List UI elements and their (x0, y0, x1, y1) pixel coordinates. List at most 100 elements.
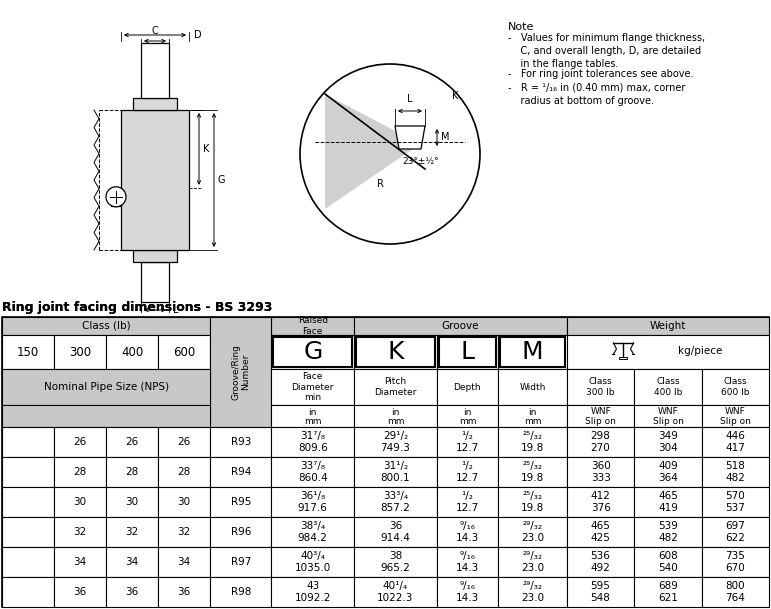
Text: 30: 30 (177, 497, 190, 507)
Text: 412
376: 412 376 (591, 491, 611, 513)
Text: 36: 36 (73, 587, 86, 597)
Bar (2, 317, 769, 607)
Text: Slip on: Slip on (652, 417, 683, 426)
Text: 735
670: 735 670 (726, 551, 746, 573)
Text: 28: 28 (73, 467, 86, 477)
Text: 34: 34 (177, 557, 190, 567)
Text: 300: 300 (69, 345, 91, 359)
Bar (106, 335, 158, 369)
Text: WNF: WNF (725, 407, 746, 416)
Bar (437, 369, 498, 405)
Text: 298
270: 298 270 (591, 431, 611, 453)
Polygon shape (325, 94, 420, 209)
Bar (210, 517, 271, 547)
Text: 595
548: 595 548 (591, 581, 611, 603)
Text: R98: R98 (231, 587, 251, 597)
Bar (271, 577, 354, 607)
Text: 34: 34 (126, 557, 139, 567)
Text: ²⁹/₃₂
23.0: ²⁹/₃₂ 23.0 (521, 521, 544, 543)
Bar (437, 577, 498, 607)
Bar (2, 487, 54, 517)
Text: kg/piece: kg/piece (678, 346, 722, 356)
Text: in: in (528, 408, 537, 417)
Bar (141, 262, 169, 302)
Bar (158, 427, 210, 457)
Text: 33³/₄
857.2: 33³/₄ 857.2 (381, 491, 410, 513)
Bar (498, 427, 567, 457)
Bar (500, 337, 565, 367)
Bar (635, 457, 702, 487)
Bar (111, 188, 121, 206)
Circle shape (300, 64, 480, 244)
Text: 689
621: 689 621 (658, 581, 678, 603)
Bar (437, 405, 498, 427)
Text: G: G (218, 175, 225, 185)
Bar (210, 457, 271, 487)
Bar (498, 457, 567, 487)
Text: 26: 26 (126, 437, 139, 447)
Text: 536
492: 536 492 (591, 551, 611, 573)
Text: -   Values for minimum flange thickness,
    C, and overall length, D, are detai: - Values for minimum flange thickness, C… (508, 33, 705, 69)
Text: 43
1092.2: 43 1092.2 (295, 581, 331, 603)
Bar (141, 43, 169, 98)
Bar (498, 487, 567, 517)
Text: -   For ring joint tolerances see above.: - For ring joint tolerances see above. (508, 69, 693, 79)
Text: 40³/₄
1035.0: 40³/₄ 1035.0 (295, 551, 331, 573)
Text: ¹/₂
12.7: ¹/₂ 12.7 (456, 461, 479, 483)
Text: 31¹/₂
800.1: 31¹/₂ 800.1 (381, 461, 410, 483)
Text: 446
417: 446 417 (726, 431, 746, 453)
Bar (2, 317, 210, 335)
Text: L: L (173, 305, 179, 315)
Text: Face
Diameter
min: Face Diameter min (291, 372, 334, 402)
Text: 800
764: 800 764 (726, 581, 746, 603)
Bar (54, 335, 106, 369)
Bar (2, 577, 54, 607)
Bar (158, 335, 210, 369)
Bar (271, 427, 354, 457)
Bar (437, 547, 498, 577)
Bar (567, 405, 635, 427)
Bar (271, 517, 354, 547)
Text: R93: R93 (231, 437, 251, 447)
Bar (158, 547, 210, 577)
Bar (2, 457, 54, 487)
Text: 360
333: 360 333 (591, 461, 611, 483)
Text: Slip on: Slip on (720, 417, 751, 426)
Text: 32: 32 (73, 527, 86, 537)
Polygon shape (395, 126, 425, 149)
Bar (635, 405, 702, 427)
Text: 150: 150 (17, 345, 39, 359)
Text: 32: 32 (126, 527, 139, 537)
Text: R: R (376, 179, 383, 189)
Text: Class
600 lb: Class 600 lb (721, 378, 749, 396)
Bar (106, 577, 158, 607)
Text: ²⁵/₃₂
19.8: ²⁵/₃₂ 19.8 (521, 461, 544, 483)
Text: mm: mm (524, 417, 541, 426)
Text: mm: mm (459, 417, 476, 426)
Bar (702, 457, 769, 487)
Bar (54, 487, 106, 517)
Bar (210, 427, 271, 457)
Bar (498, 405, 567, 427)
Text: mm: mm (304, 417, 322, 426)
Bar (635, 427, 702, 457)
Text: 465
419: 465 419 (658, 491, 678, 513)
Bar (158, 517, 210, 547)
Bar (2, 335, 54, 369)
Bar (702, 487, 769, 517)
Bar (106, 487, 158, 517)
Text: 36: 36 (126, 587, 139, 597)
Bar (2, 369, 210, 405)
Bar (271, 487, 354, 517)
Text: R96: R96 (231, 527, 251, 537)
Text: L: L (407, 94, 412, 104)
Text: 539
482: 539 482 (658, 521, 678, 543)
Text: Ring joint facing dimensions - BS 3293: Ring joint facing dimensions - BS 3293 (2, 301, 272, 314)
Bar (437, 487, 498, 517)
Text: 33⁷/₈
860.4: 33⁷/₈ 860.4 (298, 461, 328, 483)
Bar (567, 517, 635, 547)
Text: Class
300 lb: Class 300 lb (587, 378, 614, 396)
Text: 697
622: 697 622 (726, 521, 746, 543)
Bar (354, 517, 437, 547)
Bar (635, 369, 702, 405)
